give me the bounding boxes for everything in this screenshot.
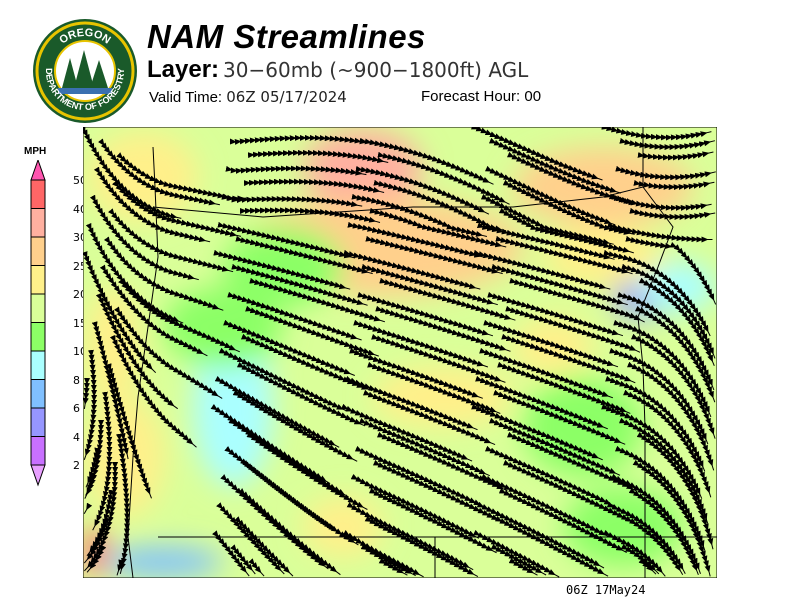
streamlines — [83, 127, 717, 578]
legend-label: 2 — [73, 459, 80, 472]
layer-info: Layer: 30−60mb (~900−1800ft) AGL — [147, 56, 528, 84]
layer-value: 30−60mb (~900−1800ft) AGL — [223, 58, 529, 82]
streamline — [86, 544, 107, 573]
streamline — [83, 377, 91, 409]
color-legend: 50 40 30 25 20 15 10 8 6 4 2 — [28, 158, 87, 505]
valid-label: Valid Time: — [149, 89, 223, 106]
streamline — [239, 207, 381, 223]
oregon-department-of-forestry-logo: OREGON DEPARTMENT OF FORESTRY — [33, 19, 137, 123]
streamline — [221, 193, 363, 208]
streamline — [247, 149, 389, 164]
streamline — [508, 557, 538, 576]
streamline — [234, 516, 294, 577]
streamline — [85, 475, 97, 496]
legend-swatch — [30, 436, 46, 466]
forecast-value: 00 — [524, 88, 542, 105]
streamline — [225, 165, 367, 176]
streamline — [105, 363, 152, 499]
streamline — [364, 515, 479, 578]
layer-label: Layer: — [147, 56, 220, 83]
legend-swatch — [30, 322, 46, 352]
legend-swatch — [30, 179, 46, 209]
legend-swatch — [30, 265, 46, 295]
legend-label: 4 — [73, 430, 80, 444]
streamline — [629, 207, 716, 221]
streamline — [116, 559, 125, 576]
legend-swatch — [30, 379, 46, 409]
streamline — [619, 137, 716, 151]
forecast-label: Forecast Hour: — [421, 88, 521, 105]
streamline — [637, 151, 714, 161]
valid-value: 06Z 05/17/2024 — [226, 88, 347, 106]
streamline — [615, 165, 716, 181]
streamline — [83, 517, 111, 564]
streamline — [633, 179, 715, 191]
svg-text:OREGON: OREGON — [57, 27, 112, 47]
streamline — [243, 178, 385, 193]
streamline — [115, 433, 131, 575]
valid-time: Valid Time: 06Z 05/17/2024 — [149, 88, 347, 106]
legend-swatch — [30, 350, 46, 380]
legend-swatch — [30, 208, 46, 238]
streamline — [638, 557, 657, 575]
legend-swatch — [30, 407, 46, 437]
forecast-hour: Forecast Hour: 00 — [421, 88, 541, 105]
legend-bar — [30, 158, 46, 487]
legend-swatch — [30, 236, 46, 266]
streamline — [248, 558, 265, 577]
legend-unit: MPH — [24, 146, 47, 157]
legend-label: 8 — [73, 373, 80, 387]
legend-swatch — [30, 293, 46, 323]
page-title: NAM Streamlines — [147, 18, 426, 55]
streamline — [601, 127, 712, 141]
streamline-map — [83, 127, 717, 578]
streamline — [229, 134, 371, 145]
streamline — [378, 557, 408, 576]
streamline — [83, 502, 93, 515]
timestamp-label: 06Z 17May24 — [566, 583, 646, 597]
legend-label: 6 — [73, 402, 80, 415]
streamline — [611, 193, 712, 211]
